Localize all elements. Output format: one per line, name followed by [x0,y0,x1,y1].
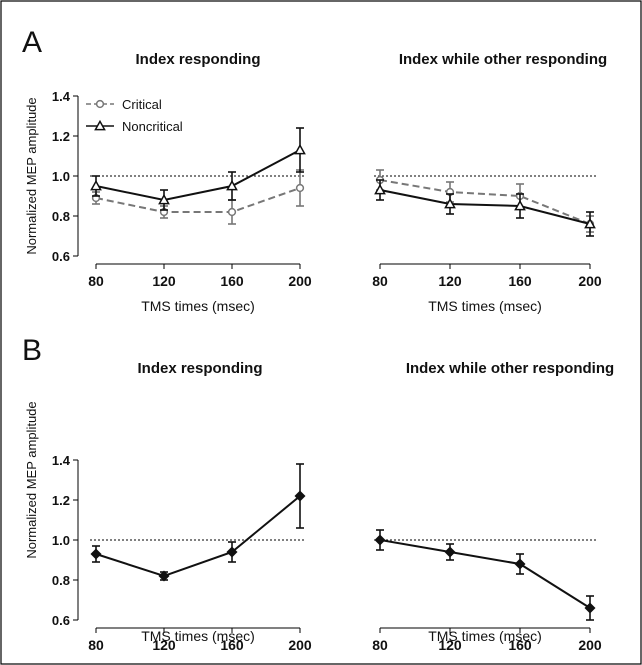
y-tick-label: 0.6 [52,249,70,264]
data-point [584,602,596,614]
chart-panel: Index while other responding 80 120 160 200 T… [372,51,607,314]
data-point [90,179,102,191]
data-point [295,183,305,193]
series-line [379,189,591,225]
series [374,529,596,621]
data-point [94,119,106,131]
panel-label: A [22,26,42,59]
legend-label: Critical [122,97,162,112]
series-line [95,149,301,202]
data-point [514,558,526,570]
data-point [226,179,238,191]
y-tick-label: 1.0 [52,169,70,184]
chart-panel: B Index responding 80 120 160 200 TMS times (m… [22,334,312,653]
x-tick-label: 160 [220,637,244,653]
data-point [514,199,526,211]
data-point [158,193,170,205]
data-point [226,546,238,558]
legend: Critical Noncritical [86,97,183,134]
data-point [444,197,456,209]
x-tick-label: 120 [152,273,176,289]
chart-title: Index responding [137,360,262,377]
x-tick-label: 80 [88,273,104,289]
chart-title: Index while other responding [406,360,614,377]
series-line [95,495,301,578]
data-point [294,143,306,155]
y-tick-label: 1.4 [52,89,71,104]
legend-label: Noncritical [122,119,183,134]
x-tick-label: 160 [508,273,532,289]
x-tick-label: 200 [288,273,312,289]
x-tick-label: 80 [372,637,388,653]
y-tick-label: 0.6 [52,613,70,628]
data-point [584,217,596,229]
x-tick-label: 200 [288,637,312,653]
x-axis-label: TMS times (msec) [428,628,542,644]
y-tick-label: 1.0 [52,533,70,548]
y-axis-label: Normalized MEP amplitude [24,401,39,558]
x-tick-label: 80 [88,637,104,653]
data-point [158,570,170,582]
x-tick-label: 160 [508,637,532,653]
y-tick-label: 0.8 [52,573,70,588]
data-point [294,490,306,502]
y-tick-label: 1.2 [52,493,70,508]
panel-label: B [22,334,42,367]
data-point [444,546,456,558]
x-tick-label: 200 [578,637,602,653]
data-point [227,207,237,217]
x-axis-label: TMS times (msec) [141,628,255,644]
data-point [374,534,386,546]
chart-panel: Index while other responding 80 120 160 200 T… [372,360,614,653]
chart-title: Index responding [135,51,260,68]
x-tick-label: 80 [372,273,388,289]
data-point [374,183,386,195]
series-line [379,539,591,609]
x-axis-label: TMS times (msec) [428,298,542,314]
series [90,463,306,582]
x-tick-label: 200 [578,273,602,289]
series [374,179,596,237]
data-point [90,548,102,560]
chart-title: Index while other responding [399,51,607,68]
data-point [95,99,105,109]
series-line [379,179,591,225]
series [90,127,306,211]
y-tick-label: 1.4 [52,453,71,468]
chart-panel: A Index responding 80 120 160 200 TMS times (m… [22,26,312,314]
y-axis-label: Normalized MEP amplitude [24,97,39,254]
x-axis-label: TMS times (msec) [141,298,255,314]
x-tick-label: 120 [152,637,176,653]
x-tick-label: 160 [220,273,244,289]
y-tick-label: 1.2 [52,129,70,144]
series-line [95,187,301,213]
x-tick-label: 120 [438,637,462,653]
y-tick-label: 0.8 [52,209,70,224]
x-tick-label: 120 [438,273,462,289]
